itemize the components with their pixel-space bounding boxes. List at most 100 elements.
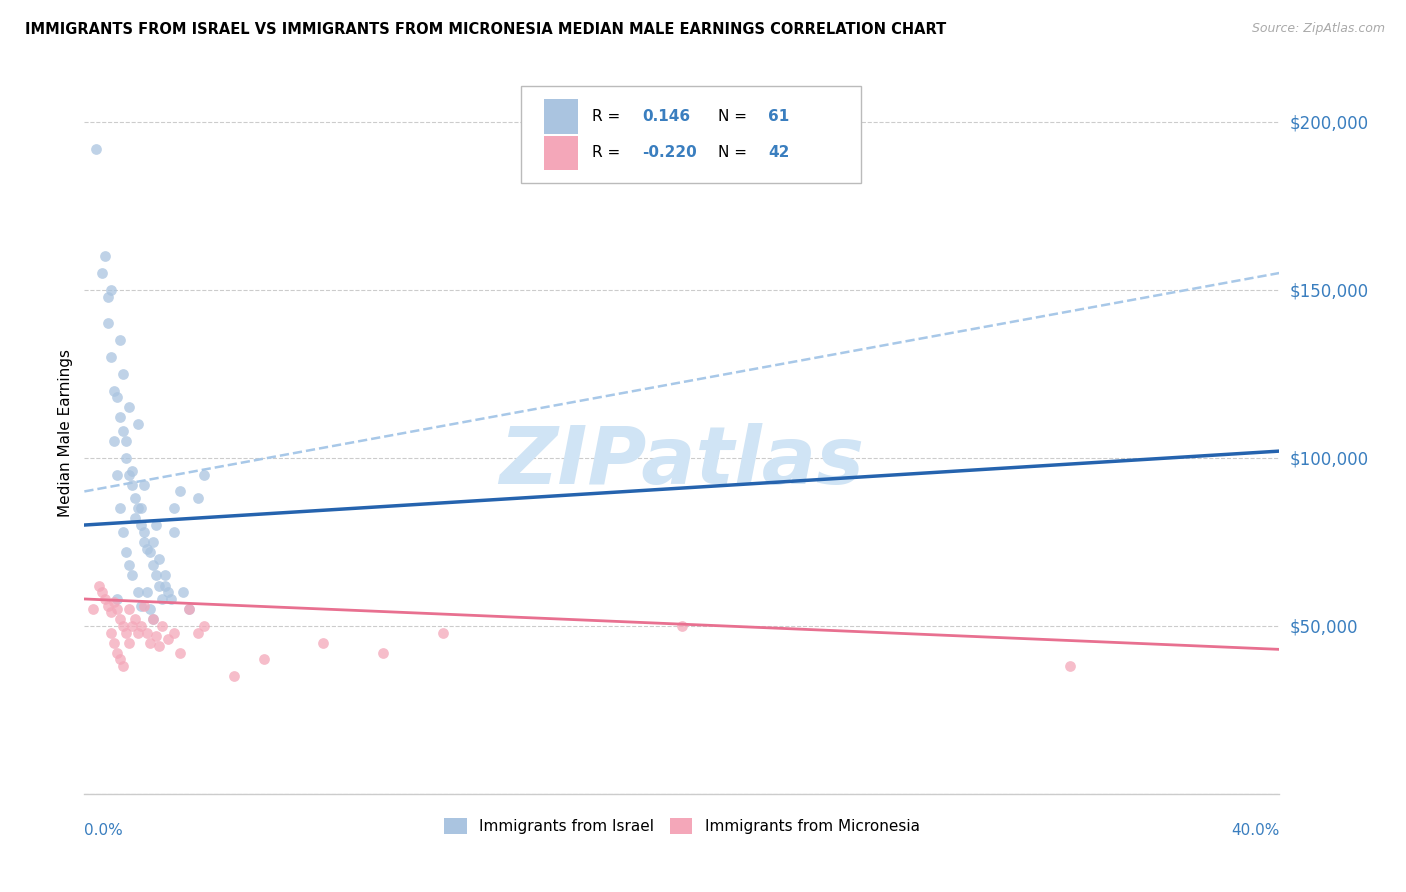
Point: [136, 541, 159, 556]
Text: N =: N =: [718, 109, 752, 124]
Point: [127, 417, 149, 432]
Point: [121, 568, 143, 582]
Y-axis label: Median Male Earnings: Median Male Earnings: [58, 349, 73, 516]
Point: [110, 612, 132, 626]
Point: [373, 646, 395, 660]
Point: [124, 612, 146, 626]
Point: [82, 602, 104, 616]
Point: [103, 434, 125, 448]
Point: [129, 619, 152, 633]
Text: R =: R =: [592, 109, 626, 124]
Point: [91, 585, 114, 599]
Point: [118, 558, 141, 573]
Point: [139, 545, 162, 559]
Point: [127, 585, 149, 599]
Point: [160, 591, 183, 606]
Point: [157, 632, 180, 647]
Point: [105, 591, 128, 606]
Point: [100, 625, 122, 640]
Point: [129, 599, 152, 613]
Point: [103, 635, 125, 649]
Text: R =: R =: [592, 145, 626, 161]
Point: [169, 646, 191, 660]
Point: [145, 518, 167, 533]
Point: [177, 602, 200, 616]
Point: [100, 606, 122, 620]
Point: [97, 289, 120, 303]
Point: [222, 669, 245, 683]
Point: [97, 599, 120, 613]
Point: [142, 612, 165, 626]
Point: [105, 390, 128, 404]
Point: [148, 551, 170, 566]
Text: 0.146: 0.146: [643, 109, 690, 124]
Point: [89, 578, 111, 592]
Point: [177, 602, 200, 616]
Text: 0.0%: 0.0%: [84, 822, 124, 838]
Point: [132, 477, 156, 491]
Point: [115, 625, 138, 640]
Point: [91, 266, 114, 280]
Point: [163, 625, 186, 640]
Point: [132, 534, 156, 549]
Point: [110, 410, 132, 425]
Point: [253, 652, 276, 666]
Point: [115, 545, 138, 559]
Point: [112, 424, 135, 438]
Point: [139, 602, 162, 616]
Point: [118, 602, 141, 616]
Text: ZIPatlas: ZIPatlas: [499, 423, 865, 500]
Point: [142, 558, 165, 573]
Text: N =: N =: [718, 145, 752, 161]
Point: [127, 625, 149, 640]
Point: [94, 591, 117, 606]
Legend: Immigrants from Israel, Immigrants from Micronesia: Immigrants from Israel, Immigrants from …: [439, 813, 925, 840]
Point: [145, 568, 167, 582]
Point: [153, 568, 176, 582]
Point: [118, 401, 141, 415]
Point: [129, 501, 152, 516]
Point: [163, 501, 186, 516]
Point: [153, 578, 176, 592]
Point: [172, 585, 194, 599]
Point: [105, 602, 128, 616]
Text: 61: 61: [768, 109, 789, 124]
Point: [121, 477, 143, 491]
Point: [163, 524, 186, 539]
Text: 40.0%: 40.0%: [1232, 822, 1279, 838]
Point: [112, 367, 135, 381]
Point: [105, 467, 128, 482]
Point: [118, 635, 141, 649]
Point: [132, 599, 156, 613]
Point: [193, 467, 215, 482]
Point: [157, 585, 180, 599]
Point: [121, 464, 143, 478]
Text: 42: 42: [768, 145, 789, 161]
Point: [121, 619, 143, 633]
Point: [142, 534, 165, 549]
Point: [110, 652, 132, 666]
FancyBboxPatch shape: [544, 99, 578, 134]
Text: IMMIGRANTS FROM ISRAEL VS IMMIGRANTS FROM MICRONESIA MEDIAN MALE EARNINGS CORREL: IMMIGRANTS FROM ISRAEL VS IMMIGRANTS FRO…: [25, 22, 946, 37]
Point: [115, 434, 138, 448]
Point: [187, 491, 209, 505]
Text: Source: ZipAtlas.com: Source: ZipAtlas.com: [1251, 22, 1385, 36]
Point: [148, 578, 170, 592]
Point: [132, 524, 156, 539]
Point: [115, 450, 138, 465]
Point: [139, 635, 162, 649]
Point: [150, 619, 173, 633]
Point: [124, 511, 146, 525]
Point: [169, 484, 191, 499]
Point: [432, 625, 454, 640]
Point: [118, 467, 141, 482]
Point: [312, 635, 335, 649]
Point: [1059, 659, 1081, 673]
Point: [110, 333, 132, 347]
Point: [136, 625, 159, 640]
Point: [148, 639, 170, 653]
FancyBboxPatch shape: [520, 86, 862, 184]
Point: [124, 491, 146, 505]
Text: -0.220: -0.220: [643, 145, 697, 161]
Point: [110, 501, 132, 516]
